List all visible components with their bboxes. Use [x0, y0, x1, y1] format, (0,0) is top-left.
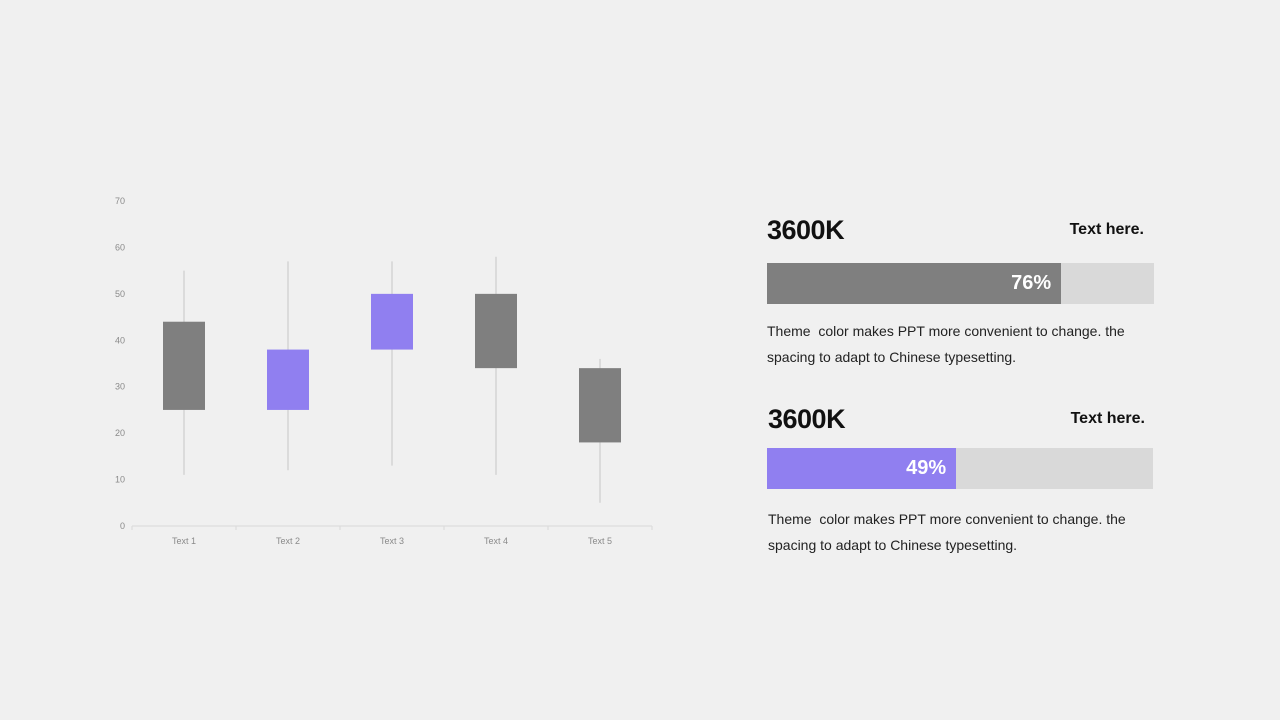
progress-bar: 76% [767, 263, 1154, 304]
stat-label: Text here. [1070, 410, 1145, 427]
candle [371, 261, 413, 466]
stat-value: 3600K [768, 404, 846, 434]
progress-percent: 76% [1011, 272, 1052, 294]
y-axis: 0 10 20 30 40 50 60 70 [115, 196, 125, 531]
candlestick-chart: 0 10 20 30 40 50 60 70 Text 1 Text 2 Text 3 Text 4… [115, 196, 653, 546]
stat-description: Theme color makes PPT more convenient to… [768, 511, 1130, 553]
x-tick-label: Text 1 [172, 536, 196, 546]
x-tick-label: Text 4 [484, 536, 508, 546]
candle-body [163, 321, 205, 410]
y-tick-label: 60 [115, 242, 125, 252]
candle-body [475, 293, 517, 369]
y-tick-label: 20 [115, 428, 125, 438]
stat-label: Text here. [1069, 221, 1144, 238]
candles [163, 256, 621, 503]
candle-body [579, 368, 621, 443]
x-axis: Text 1 Text 2 Text 3 Text 4 Text 5 [131, 526, 653, 546]
y-tick-label: 50 [115, 289, 125, 299]
x-tick-label: Text 5 [588, 536, 612, 546]
y-tick-label: 10 [115, 475, 125, 485]
progress-bar-fill: 76% [767, 263, 1062, 304]
candle [163, 270, 205, 475]
y-tick-label: 0 [120, 521, 125, 531]
y-tick-label: 30 [115, 382, 125, 392]
candle [475, 256, 517, 475]
stat-value: 3600K [767, 215, 845, 245]
candle [267, 261, 309, 471]
progress-percent: 49% [906, 457, 947, 479]
stat-description: Theme color makes PPT more convenient to… [767, 323, 1129, 365]
y-tick-label: 70 [115, 196, 125, 206]
progress-bar-fill: 49% [767, 448, 957, 489]
x-tick-label: Text 3 [380, 536, 404, 546]
y-tick-label: 40 [115, 335, 125, 345]
candle [579, 358, 621, 503]
progress-bar: 49% [767, 448, 1153, 489]
candle-body [267, 349, 309, 410]
x-tick-label: Text 2 [276, 536, 300, 546]
candle-body [371, 293, 413, 350]
